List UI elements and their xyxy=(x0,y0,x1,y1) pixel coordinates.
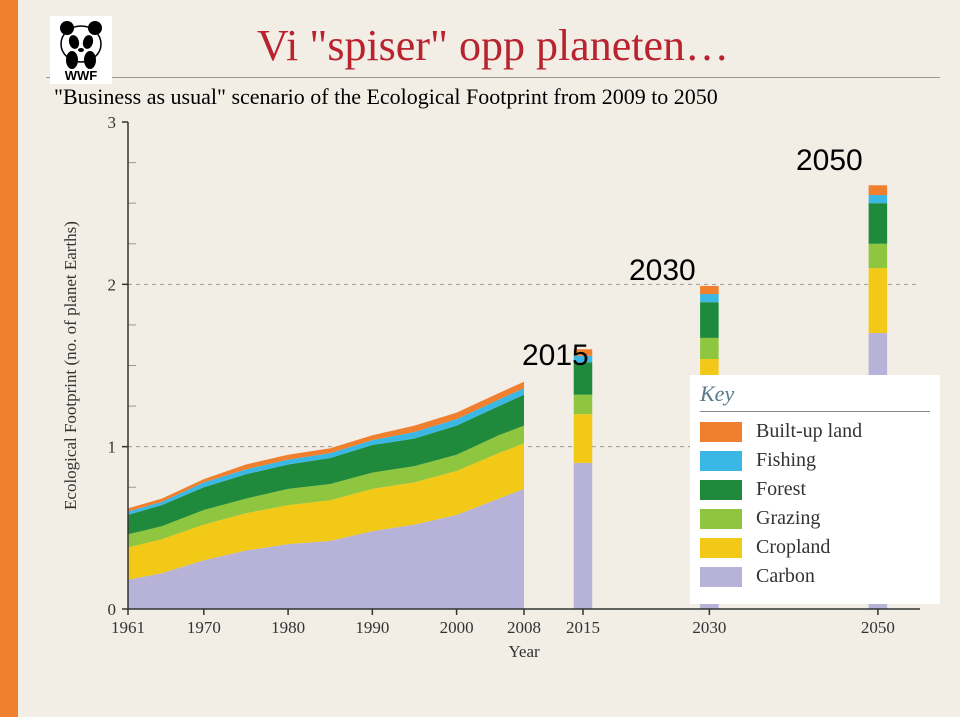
legend: Key Built-up land Fishing Forest Grazing Cro… xyxy=(690,375,940,604)
svg-text:2015: 2015 xyxy=(566,618,600,637)
svg-text:2030: 2030 xyxy=(692,618,726,637)
svg-text:0: 0 xyxy=(108,600,117,619)
svg-text:3: 3 xyxy=(108,114,117,132)
legend-swatch xyxy=(700,451,742,471)
legend-label: Forest xyxy=(756,478,806,501)
legend-label: Fishing xyxy=(756,449,816,472)
svg-text:1980: 1980 xyxy=(271,618,305,637)
annotation-2015: 2015 xyxy=(522,339,589,373)
legend-label: Grazing xyxy=(756,507,820,530)
svg-text:2050: 2050 xyxy=(861,618,895,637)
svg-text:2008: 2008 xyxy=(507,618,541,637)
chart-area: 0 1 2 3 1961 1970 1980 1990 2000 2008 2015 2030 2050… xyxy=(54,114,940,674)
legend-item: Fishing xyxy=(700,449,930,472)
slide-main: WWF Vi "spiser" opp planeten… "Business … xyxy=(18,0,960,717)
svg-text:1990: 1990 xyxy=(355,618,389,637)
title-rule xyxy=(46,77,940,78)
legend-rule xyxy=(700,411,930,412)
legend-title: Key xyxy=(700,381,930,407)
legend-label: Cropland xyxy=(756,536,830,559)
legend-label: Built-up land xyxy=(756,420,862,443)
legend-item: Carbon xyxy=(700,565,930,588)
subtitle: "Business as usual" scenario of the Ecol… xyxy=(54,84,940,110)
annotation-2030: 2030 xyxy=(629,254,696,288)
wwf-logo: WWF xyxy=(50,16,112,84)
legend-swatch xyxy=(700,567,742,587)
legend-item: Grazing xyxy=(700,507,930,530)
svg-text:2000: 2000 xyxy=(440,618,474,637)
svg-text:Year: Year xyxy=(508,642,540,661)
svg-text:1961: 1961 xyxy=(111,618,145,637)
legend-swatch xyxy=(700,480,742,500)
legend-item: Forest xyxy=(700,478,930,501)
annotation-2050: 2050 xyxy=(796,144,863,178)
page-title: Vi "spiser" opp planeten… xyxy=(46,20,940,71)
left-accent-bar xyxy=(0,0,18,717)
legend-item: Cropland xyxy=(700,536,930,559)
svg-text:2: 2 xyxy=(108,275,117,294)
svg-text:1970: 1970 xyxy=(187,618,221,637)
legend-swatch xyxy=(700,422,742,442)
svg-text:Ecological Footprint (no. of p: Ecological Footprint (no. of planet Eart… xyxy=(61,221,80,510)
legend-swatch xyxy=(700,509,742,529)
legend-swatch xyxy=(700,538,742,558)
legend-label: Carbon xyxy=(756,565,815,588)
legend-item: Built-up land xyxy=(700,420,930,443)
svg-text:WWF: WWF xyxy=(65,68,98,83)
svg-text:1: 1 xyxy=(108,438,117,457)
